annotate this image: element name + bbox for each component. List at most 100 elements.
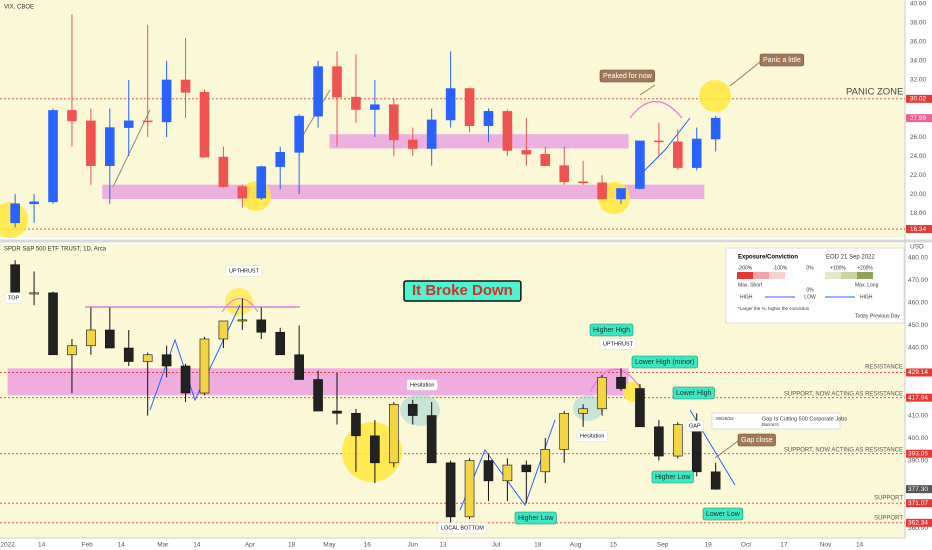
candle-body	[464, 88, 475, 126]
exposure-note: *Larger the %, higher the conviction	[738, 306, 810, 311]
x-tick-label: 14	[856, 542, 864, 549]
candle-body	[502, 464, 513, 482]
highlight	[225, 288, 253, 316]
candle-body	[313, 66, 323, 117]
y-tick-label: 38.00	[910, 20, 927, 27]
candle-body	[275, 152, 286, 167]
exposure-title: Exposure/Conviction	[738, 255, 798, 261]
x-tick-label: 14	[118, 542, 126, 549]
candle-body	[10, 264, 20, 295]
candle-body	[521, 150, 532, 155]
level-tag-label: 16.34	[910, 226, 927, 233]
x-tick-label: Oct	[741, 542, 751, 549]
annotation: RESISTANCE	[865, 365, 903, 371]
candle-body	[256, 166, 267, 199]
candle-body	[673, 141, 683, 168]
candle-body	[180, 365, 191, 394]
zero-label: 0%	[806, 287, 814, 293]
highlight	[573, 395, 603, 421]
candle-body	[407, 139, 418, 149]
x-tick-label: 2022	[0, 542, 15, 549]
x-tick-label: Jun	[407, 542, 418, 549]
x-tick-label: 16	[364, 542, 372, 549]
news-headline: Gap Is Cutting 500 Corporate Jobs	[762, 416, 847, 422]
candle-body	[597, 376, 607, 410]
candle-body	[123, 347, 134, 362]
annotation: Hesitation	[580, 433, 604, 439]
scale-label: 0%	[806, 265, 814, 271]
candle-body	[407, 403, 418, 416]
swatch	[769, 272, 785, 279]
candle-body	[351, 412, 361, 437]
annotation: Higher Low	[518, 515, 554, 522]
news-box	[711, 412, 841, 430]
annotation-box	[599, 69, 655, 83]
x-tick-label: 14	[193, 542, 201, 549]
scale-end: Max. Short	[738, 282, 763, 288]
y-tick-label: 390.00	[908, 457, 928, 464]
candle-body	[578, 181, 588, 184]
highlight	[699, 80, 731, 112]
annotation-box	[406, 379, 438, 391]
arc	[221, 298, 259, 313]
candle-body	[294, 115, 304, 153]
candle-body	[332, 410, 342, 414]
y-tick-label: 440.00	[908, 345, 928, 352]
y-tick-label: 18.00	[910, 210, 927, 217]
candle-body	[29, 292, 39, 295]
candle-body	[483, 460, 494, 482]
annotation: It Broke Down	[412, 282, 513, 299]
level-tag	[906, 449, 932, 458]
y-tick-label: 36.00	[910, 39, 927, 46]
y-tick-label: 26.00	[910, 134, 927, 141]
arrow-label: LOW	[804, 294, 816, 300]
annotation-box	[737, 433, 776, 447]
candle-body	[142, 120, 153, 123]
candle-body	[332, 66, 342, 98]
candle-body	[521, 464, 532, 473]
candle-body	[67, 345, 77, 356]
candle-body	[29, 201, 39, 205]
candle-body	[48, 110, 58, 203]
annotation: SUPPORT, NOW ACTING AS RESISTANCE	[784, 448, 903, 454]
candle-body	[691, 138, 702, 168]
annotation: Hesitation	[410, 382, 434, 388]
x-tick-label: Mar	[157, 542, 169, 549]
annotation-box	[4, 292, 23, 304]
annotation: LOCAL BOTTOM	[441, 525, 484, 531]
level-tag	[906, 368, 932, 377]
annotation-box	[599, 338, 637, 350]
news-date: 09/20/22	[716, 416, 734, 421]
x-tick-label: Nov	[820, 542, 832, 549]
arc	[589, 368, 646, 396]
x-tick-label: Jul	[492, 542, 501, 549]
y-tick-label: 410.00	[908, 412, 928, 419]
candle-body	[86, 120, 96, 166]
annotation-box	[589, 323, 634, 337]
last-price-tag	[906, 114, 932, 123]
x-tick-label: 18	[534, 542, 542, 549]
y-tick-label: 24.00	[910, 153, 927, 160]
candle-body	[313, 379, 323, 412]
x-tick-label: Sep	[657, 542, 669, 549]
key-label: Previous Day	[870, 313, 900, 319]
swatch	[737, 272, 753, 279]
swatch	[857, 272, 873, 279]
y-tick-label: 20.00	[910, 191, 927, 198]
y-tick-label: 40.00	[910, 1, 927, 8]
annotation: Gap close	[741, 437, 773, 444]
annotation-box	[437, 522, 488, 534]
candle-body	[123, 120, 134, 128]
annotation-box	[759, 53, 805, 67]
candle-body	[351, 96, 361, 110]
y-tick-label: 450.00	[908, 322, 928, 329]
candle-body	[256, 319, 267, 333]
candle-body	[389, 403, 399, 464]
panel-title: VIX, CBOE	[4, 5, 34, 11]
scale-label: -100%	[773, 265, 788, 271]
candle-body	[370, 435, 380, 464]
last-price-tag	[906, 485, 932, 494]
level-tag	[906, 393, 932, 402]
x-tick-label: 18	[288, 542, 296, 549]
candle-body	[710, 471, 721, 490]
